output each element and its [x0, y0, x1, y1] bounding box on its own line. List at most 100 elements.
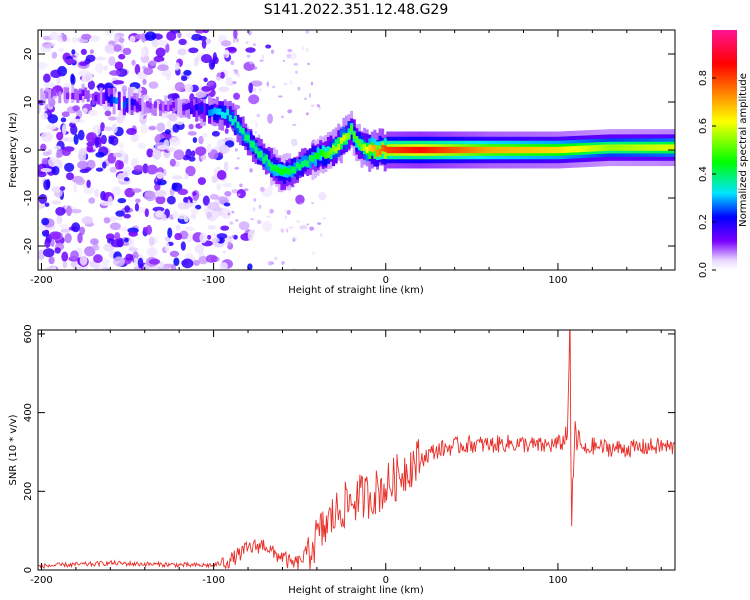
- heatmap-cell: [230, 60, 235, 66]
- heatmap-cell: [94, 188, 99, 198]
- heatmap-cell: [198, 35, 207, 41]
- heatmap-cell: [159, 261, 164, 269]
- heatmap-cell: [140, 32, 147, 43]
- heatmap-cell: [89, 238, 99, 245]
- heatmap-cell: [201, 54, 213, 64]
- heatmap-cell: [301, 45, 304, 51]
- heatmap-cell: [237, 156, 240, 160]
- heatmap-cell: [587, 145, 591, 152]
- heatmap-cell: [108, 56, 116, 66]
- heatmap-cell: [311, 201, 314, 205]
- heatmap-cell: [114, 159, 123, 170]
- heatmap-cell: [592, 145, 596, 152]
- heatmap-cell: [156, 171, 164, 179]
- colorbar-tick-label: 0.8: [698, 70, 709, 86]
- heatmap-cell: [241, 129, 245, 142]
- heatmap-cell: [219, 262, 228, 270]
- heatmap-cell: [256, 113, 261, 118]
- heatmap-cell: [530, 146, 534, 154]
- spectrogram-ytick-label: -20: [23, 238, 34, 254]
- heatmap-cell: [254, 131, 257, 134]
- heatmap-cell: [47, 89, 51, 101]
- heatmap-cell: [298, 163, 302, 171]
- heatmap-cell: [543, 146, 547, 154]
- heatmap-cell: [293, 62, 299, 66]
- heatmap-cell: [288, 168, 292, 176]
- heatmap-cell: [190, 107, 194, 115]
- heatmap-cell: [320, 233, 323, 237]
- heatmap-cell: [305, 112, 309, 116]
- heatmap-cell: [103, 65, 108, 71]
- heatmap-cell: [64, 232, 72, 244]
- heatmap-cell: [235, 219, 239, 222]
- heatmap-cell: [226, 53, 229, 58]
- heatmap-cell: [118, 53, 126, 60]
- heatmap-cell: [84, 58, 91, 65]
- heatmap-cell: [117, 198, 127, 204]
- heatmap-cell: [192, 137, 198, 143]
- heatmap-cell: [198, 135, 204, 145]
- heatmap-cell: [259, 150, 263, 158]
- heatmap-cell: [660, 144, 664, 151]
- heatmap-cell: [109, 97, 113, 104]
- heatmap-cell: [654, 144, 658, 151]
- heatmap-cell: [122, 47, 132, 56]
- heatmap-cell: [156, 122, 166, 132]
- heatmap-cell: [134, 64, 141, 75]
- heatmap-cell: [228, 236, 233, 240]
- heatmap-cell: [231, 119, 235, 126]
- heatmap-cell: [59, 186, 66, 191]
- heatmap-cell: [231, 111, 235, 124]
- chart-title: S141.2022.351.12.48.G29: [264, 2, 449, 18]
- heatmap-cell: [417, 146, 421, 154]
- heatmap-cell: [292, 123, 297, 126]
- heatmap-cell: [252, 141, 256, 148]
- heatmap-cell: [143, 102, 147, 114]
- heatmap-cell: [427, 146, 431, 154]
- heatmap-cell: [111, 186, 122, 196]
- heatmap-cell: [515, 146, 519, 154]
- snr-panel: -200 -100 0 100 0 200 400 600 Height of straigh…: [8, 324, 676, 596]
- heatmap-cell: [140, 123, 148, 134]
- heatmap-cell: [126, 128, 137, 136]
- heatmap-cell: [211, 130, 220, 137]
- heatmap-cell: [556, 146, 560, 154]
- heatmap-cell: [616, 144, 620, 151]
- heatmap-cell: [281, 261, 285, 265]
- heatmap-cell: [137, 257, 144, 269]
- heatmap-cell: [533, 146, 537, 154]
- spectrogram-xlabel: Height of straight line (km): [288, 285, 424, 296]
- heatmap-cell: [561, 146, 565, 153]
- heatmap-cell: [641, 144, 645, 151]
- heatmap-cell: [554, 146, 558, 154]
- heatmap-cell: [284, 209, 287, 213]
- heatmap-cell: [181, 258, 194, 269]
- heatmap-cell: [187, 100, 191, 119]
- heatmap-cell: [282, 167, 286, 174]
- heatmap-cell: [373, 147, 377, 159]
- heatmap-cell: [233, 234, 238, 240]
- snr-xtick-label: 0: [383, 575, 389, 586]
- heatmap-cell: [94, 94, 98, 102]
- heatmap-cell: [109, 216, 117, 222]
- heatmap-cell: [102, 161, 107, 169]
- heatmap-cell: [370, 145, 374, 152]
- heatmap-cell: [118, 37, 125, 44]
- heatmap-cell: [246, 54, 251, 58]
- heatmap-cell: [184, 226, 195, 232]
- heatmap-cell: [211, 237, 220, 243]
- heatmap-cell: [605, 144, 609, 151]
- heatmap-cell: [82, 71, 94, 83]
- heatmap-cell: [450, 146, 454, 154]
- heatmap-cell: [216, 72, 222, 78]
- heatmap-cell: [70, 74, 76, 86]
- heatmap-cell: [38, 62, 48, 70]
- heatmap-cell: [60, 117, 67, 123]
- snr-xtick-label: 100: [548, 575, 567, 586]
- heatmap-cell: [202, 103, 206, 122]
- heatmap-cell: [629, 144, 633, 151]
- heatmap-cell: [123, 153, 129, 165]
- heatmap-cell: [559, 146, 563, 154]
- heatmap-cell: [261, 54, 265, 60]
- heatmap-cell: [306, 223, 309, 226]
